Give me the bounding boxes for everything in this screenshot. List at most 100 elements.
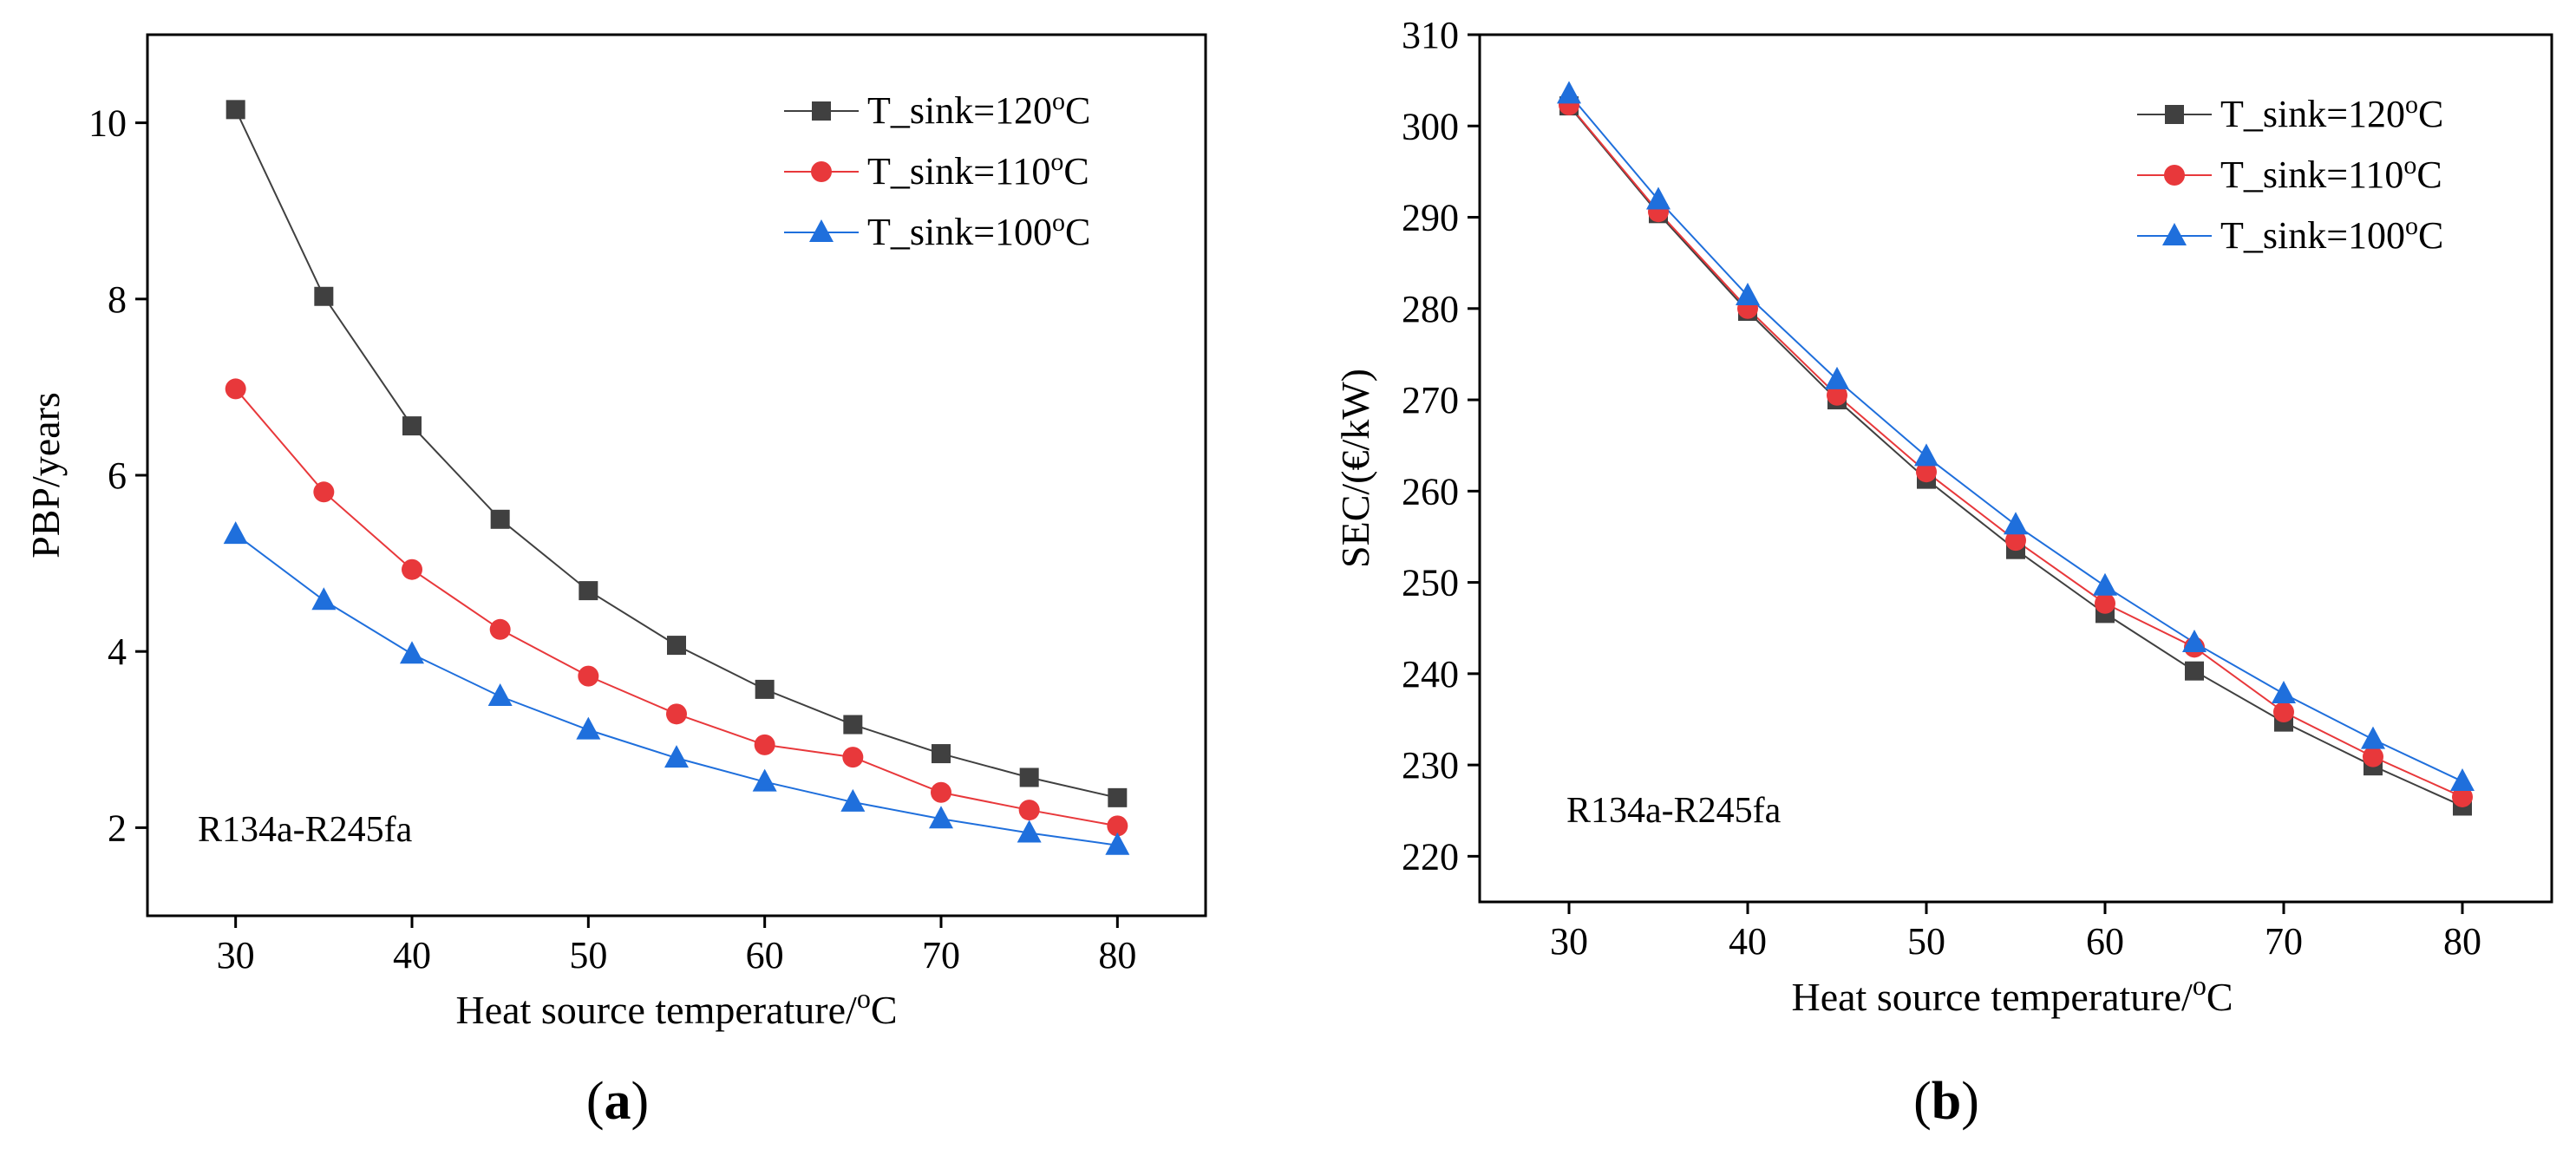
triangle-marker <box>2272 681 2296 703</box>
square-marker <box>2185 661 2204 681</box>
x-tick-label: 70 <box>2265 920 2303 963</box>
y-tick-label: 240 <box>1402 653 1459 696</box>
panel-label-b: (b) <box>1913 1072 1979 1131</box>
y-tick-label: 10 <box>88 102 127 145</box>
triangle-marker <box>1736 283 1760 306</box>
circle-marker <box>1827 384 1847 406</box>
series-line <box>1568 104 2463 798</box>
legend: T_sink=120oC T_sink=110oC T_sink=100oC <box>784 87 1090 253</box>
panel-a: 30 40 50 60 70 80 2 4 6 8 10 T_sink=120oC T_sink=1… <box>23 33 1207 1131</box>
triangle-marker <box>2093 572 2117 596</box>
triangle-marker <box>2361 726 2385 749</box>
square-marker <box>579 581 598 601</box>
circle-marker <box>842 747 864 768</box>
square-marker <box>932 744 951 764</box>
refrigerant-annotation: R134a-R245fa <box>1566 791 1782 831</box>
circle-marker <box>489 618 511 640</box>
triangle-marker <box>752 768 777 792</box>
circle-marker <box>2363 746 2383 767</box>
y-tick-label: 260 <box>1402 470 1459 513</box>
circle-marker <box>402 558 422 580</box>
legend-label-110: T_sink=110oC <box>867 147 1089 193</box>
y-tick-label: 2 <box>108 807 127 849</box>
square-marker <box>226 100 245 120</box>
triangle-marker <box>2004 512 2028 535</box>
legend-label-120: T_sink=120oC <box>867 87 1090 132</box>
circle-marker <box>2273 702 2294 723</box>
square-marker <box>667 636 686 656</box>
y-tick-label: 280 <box>1402 288 1459 330</box>
circle-marker <box>1018 800 1040 821</box>
legend-square-marker <box>2165 105 2184 124</box>
triangle-marker <box>1105 832 1130 855</box>
axis-ticks: 30 40 50 60 70 80 220 230 240 250 260 270 280 290 300 3… <box>1402 14 2481 963</box>
circle-marker <box>2095 592 2115 614</box>
x-tick-label: 30 <box>1550 920 1588 963</box>
series-layer <box>1557 81 2475 816</box>
triangle-marker <box>929 806 953 829</box>
refrigerant-annotation: R134a-R245fa <box>198 810 413 850</box>
panel-b: 30 40 50 60 70 80 220 230 240 250 260 270 280 290 300 3… <box>1333 14 2553 1131</box>
square-marker <box>1108 787 1128 807</box>
legend-label-120: T_sink=120oC <box>2220 90 2443 135</box>
y-tick-label: 290 <box>1402 197 1459 239</box>
circle-marker <box>313 481 335 503</box>
y-tick-label: 310 <box>1402 14 1459 56</box>
square-marker <box>490 509 510 529</box>
triangle-marker <box>2450 768 2475 792</box>
circle-marker <box>1916 461 1937 483</box>
circle-marker <box>578 665 599 687</box>
series-line <box>1568 105 2463 807</box>
circle-marker <box>931 781 951 803</box>
x-tick-label: 30 <box>217 934 255 976</box>
legend-row-110 <box>2137 165 2212 186</box>
y-tick-label: 6 <box>108 454 127 497</box>
triangle-marker <box>223 521 248 545</box>
x-tick-label: 80 <box>2443 920 2481 963</box>
triangle-marker <box>1557 81 1581 104</box>
x-tick-label: 50 <box>1907 920 1945 963</box>
legend-triangle-marker <box>809 219 834 242</box>
series-line <box>235 533 1118 846</box>
square-marker <box>843 715 863 735</box>
triangle-marker <box>400 641 424 664</box>
x-tick-label: 70 <box>922 934 960 976</box>
x-axis-title: Heat source temperature/oC <box>1791 970 2233 1019</box>
y-tick-label: 230 <box>1402 744 1459 787</box>
legend: T_sink=120oC T_sink=110oC T_sink=100oC <box>2137 90 2443 257</box>
circle-marker <box>225 378 246 400</box>
triangle-marker <box>311 587 337 611</box>
series-line <box>1568 93 2463 782</box>
legend-circle-marker <box>2164 165 2185 186</box>
legend-label-110: T_sink=110oC <box>2220 151 2442 196</box>
legend-label-100: T_sink=100oC <box>867 208 1090 253</box>
series-layer <box>223 100 1130 855</box>
square-marker <box>755 679 775 699</box>
y-tick-label: 220 <box>1402 835 1459 878</box>
triangle-marker <box>576 716 601 740</box>
legend-triangle-marker <box>2162 223 2187 245</box>
circle-marker <box>2005 530 2026 552</box>
x-tick-label: 60 <box>746 934 784 976</box>
triangle-marker <box>1914 443 1939 467</box>
legend-circle-marker <box>811 161 832 182</box>
panel-label-a: (a) <box>586 1072 649 1131</box>
triangle-marker <box>840 788 866 812</box>
axis-ticks: 30 40 50 60 70 80 2 4 6 8 10 <box>88 102 1136 976</box>
y-tick-label: 8 <box>108 278 127 321</box>
x-tick-label: 60 <box>2086 920 2124 963</box>
square-marker <box>1019 767 1039 787</box>
legend-row-100 <box>784 219 859 242</box>
circle-marker <box>1107 815 1128 837</box>
legend-row-120 <box>784 101 859 121</box>
triangle-marker <box>2182 630 2207 653</box>
triangle-marker <box>1017 820 1042 843</box>
y-tick-label: 270 <box>1402 379 1459 421</box>
circle-marker <box>666 703 687 725</box>
y-axis-title: SEC/(€/kW) <box>1333 369 1377 568</box>
triangle-marker <box>487 683 513 707</box>
square-marker <box>402 416 422 436</box>
x-tick-label: 50 <box>569 934 607 976</box>
